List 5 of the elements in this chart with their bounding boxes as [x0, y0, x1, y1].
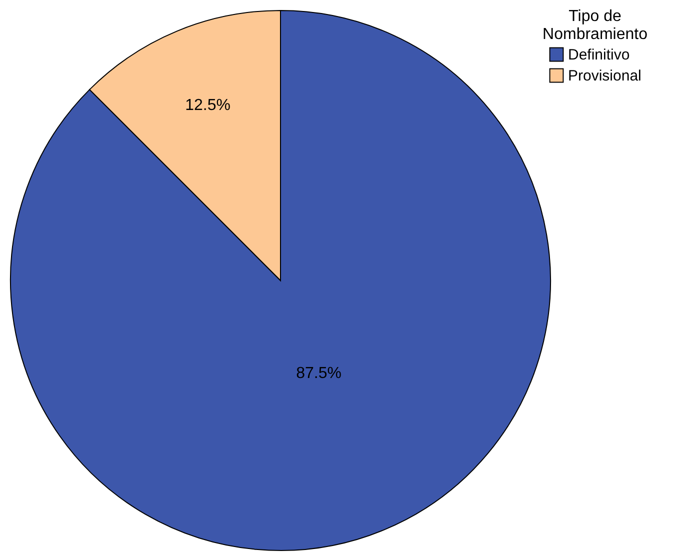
- legend-label: Provisional: [568, 68, 642, 84]
- legend-title: Tipo de Nombramiento: [542, 8, 648, 43]
- data-label: 87.5%: [296, 364, 342, 382]
- legend-label: Definitivo: [568, 46, 630, 64]
- data-label: 12.5%: [185, 96, 230, 114]
